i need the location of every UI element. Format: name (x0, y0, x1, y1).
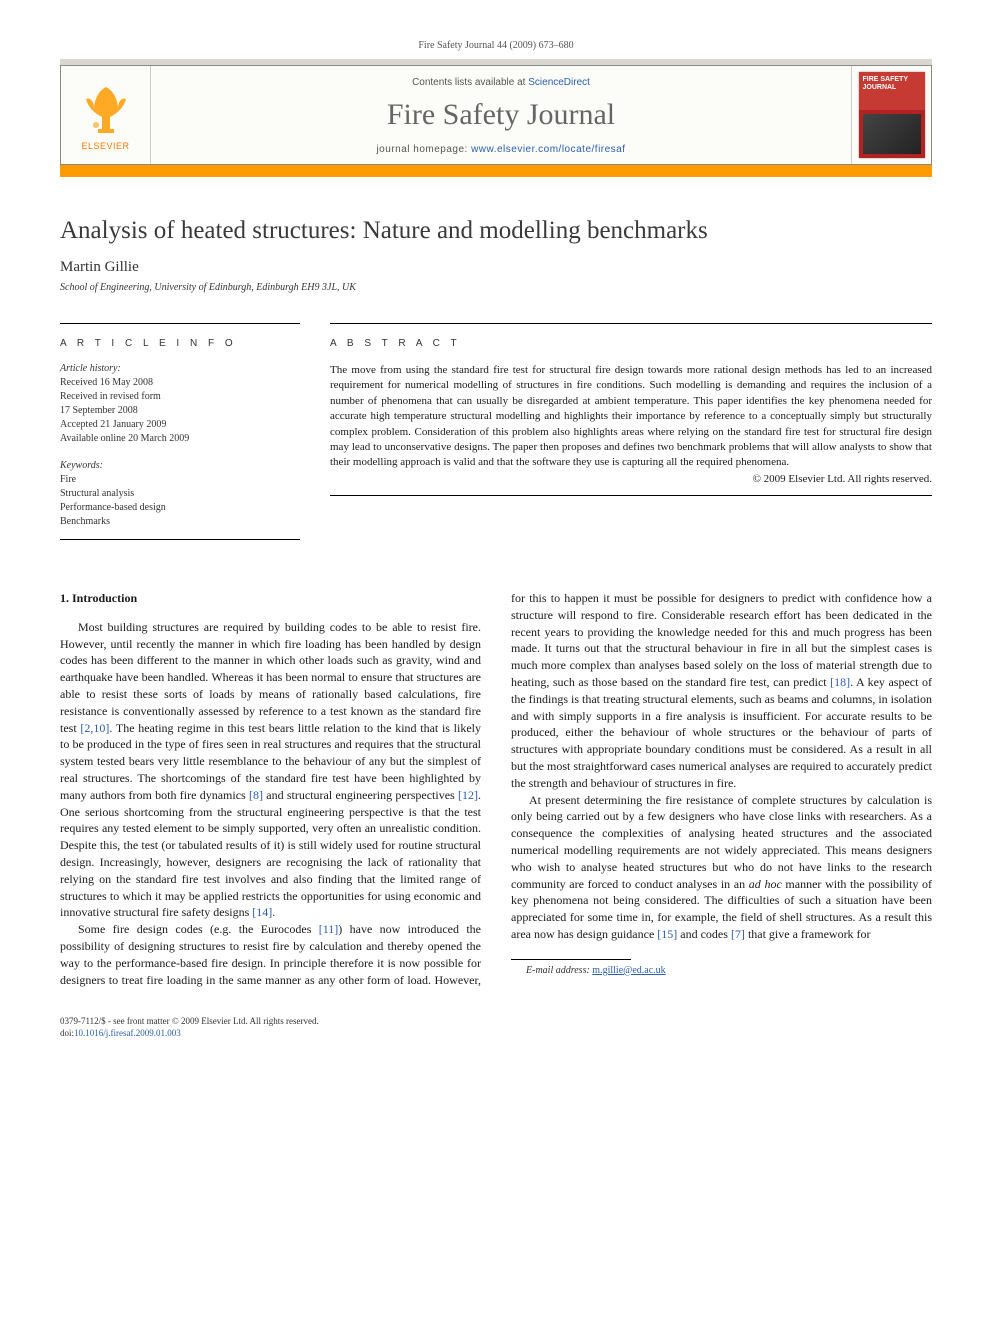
keyword: Benchmarks (60, 515, 300, 529)
citation-link[interactable]: [11] (319, 922, 339, 936)
citation-link[interactable]: [8] (249, 788, 263, 802)
cover-image (863, 114, 921, 154)
citation-link[interactable]: [2,10] (80, 721, 109, 735)
abstract-block: A B S T R A C T The move from using the … (330, 323, 932, 540)
footer-copyright: 0379-7112/$ - see front matter © 2009 El… (60, 1016, 932, 1028)
history-item: Received 16 May 2008 (60, 376, 300, 390)
history-item: Available online 20 March 2009 (60, 432, 300, 446)
section-heading: 1. Introduction (60, 590, 481, 607)
footnote: E-mail address: m.gillie@ed.ac.uk (511, 964, 932, 978)
doi-link[interactable]: 10.1016/j.firesaf.2009.01.003 (74, 1028, 181, 1038)
contents-prefix: Contents lists available at (412, 77, 528, 88)
text-run: and codes (677, 927, 731, 941)
footnote-separator (511, 959, 631, 960)
publisher-logo-cell: ELSEVIER (61, 66, 151, 164)
info-rule (60, 539, 300, 540)
history-item: Accepted 21 January 2009 (60, 418, 300, 432)
citation-link[interactable]: [15] (657, 927, 677, 941)
citation-link[interactable]: [12] (458, 788, 478, 802)
citation-link[interactable]: [18] (830, 675, 850, 689)
running-head: Fire Safety Journal 44 (2009) 673–680 (60, 40, 932, 51)
journal-name: Fire Safety Journal (161, 98, 841, 132)
footer-doi: doi:10.1016/j.firesaf.2009.01.003 (60, 1028, 932, 1040)
journal-header: ELSEVIER Contents lists available at Sci… (60, 65, 932, 165)
history-label: Article history: (60, 363, 300, 374)
italic-text: ad hoc (749, 877, 782, 891)
text-run: . (272, 905, 275, 919)
history-item: Received in revised form (60, 390, 300, 404)
citation-link[interactable]: [14] (252, 905, 272, 919)
cover-cell: FIRE SAFETY JOURNAL (851, 66, 931, 164)
keyword: Structural analysis (60, 487, 300, 501)
text-run: that give a framework for (745, 927, 871, 941)
text-run: Some fire design codes (e.g. the Eurocod… (78, 922, 319, 936)
doi-prefix: doi: (60, 1028, 74, 1038)
sciencedirect-link[interactable]: ScienceDirect (528, 77, 590, 88)
history-item: 17 September 2008 (60, 404, 300, 418)
text-run: . A key aspect of the findings is that t… (511, 675, 932, 790)
homepage-prefix: journal homepage: (376, 144, 471, 155)
paragraph: Most building structures are required by… (60, 619, 481, 921)
text-run: Most building structures are required by… (60, 620, 481, 735)
keywords-label: Keywords: (60, 460, 300, 471)
abstract-text: The move from using the standard fire te… (330, 363, 932, 471)
abstract-rule (330, 495, 932, 496)
page-footer: 0379-7112/$ - see front matter © 2009 El… (60, 1016, 932, 1039)
article-info-label: A R T I C L E I N F O (60, 338, 300, 349)
header-center: Contents lists available at ScienceDirec… (151, 66, 851, 164)
email-link[interactable]: m.gillie@ed.ac.uk (592, 965, 665, 976)
body-text: 1. Introduction Most building structures… (60, 590, 932, 988)
paragraph: At present determining the fire resistan… (511, 792, 932, 943)
abstract-copyright: © 2009 Elsevier Ltd. All rights reserved… (330, 473, 932, 485)
header-bottom-bar (60, 165, 932, 177)
abstract-label: A B S T R A C T (330, 338, 932, 349)
article-info-block: A R T I C L E I N F O Article history: R… (60, 323, 300, 540)
cover-title: FIRE SAFETY JOURNAL (859, 72, 925, 110)
article-title: Analysis of heated structures: Nature an… (60, 217, 932, 245)
publisher-name: ELSEVIER (81, 141, 129, 151)
text-run: . One serious shortcoming from the struc… (60, 788, 481, 920)
contents-line: Contents lists available at ScienceDirec… (161, 77, 841, 88)
footnote-label: E-mail address: (526, 965, 592, 976)
journal-cover-thumbnail: FIRE SAFETY JOURNAL (859, 72, 925, 158)
text-run: and structural engineering perspectives (263, 788, 458, 802)
homepage-line: journal homepage: www.elsevier.com/locat… (161, 144, 841, 155)
author-name: Martin Gillie (60, 259, 932, 276)
keyword: Performance-based design (60, 501, 300, 515)
author-affiliation: School of Engineering, University of Edi… (60, 282, 932, 293)
citation-link[interactable]: [7] (731, 927, 745, 941)
elsevier-tree-icon (76, 79, 136, 139)
meta-row: A R T I C L E I N F O Article history: R… (60, 323, 932, 540)
homepage-link[interactable]: www.elsevier.com/locate/firesaf (471, 144, 625, 155)
keyword: Fire (60, 473, 300, 487)
